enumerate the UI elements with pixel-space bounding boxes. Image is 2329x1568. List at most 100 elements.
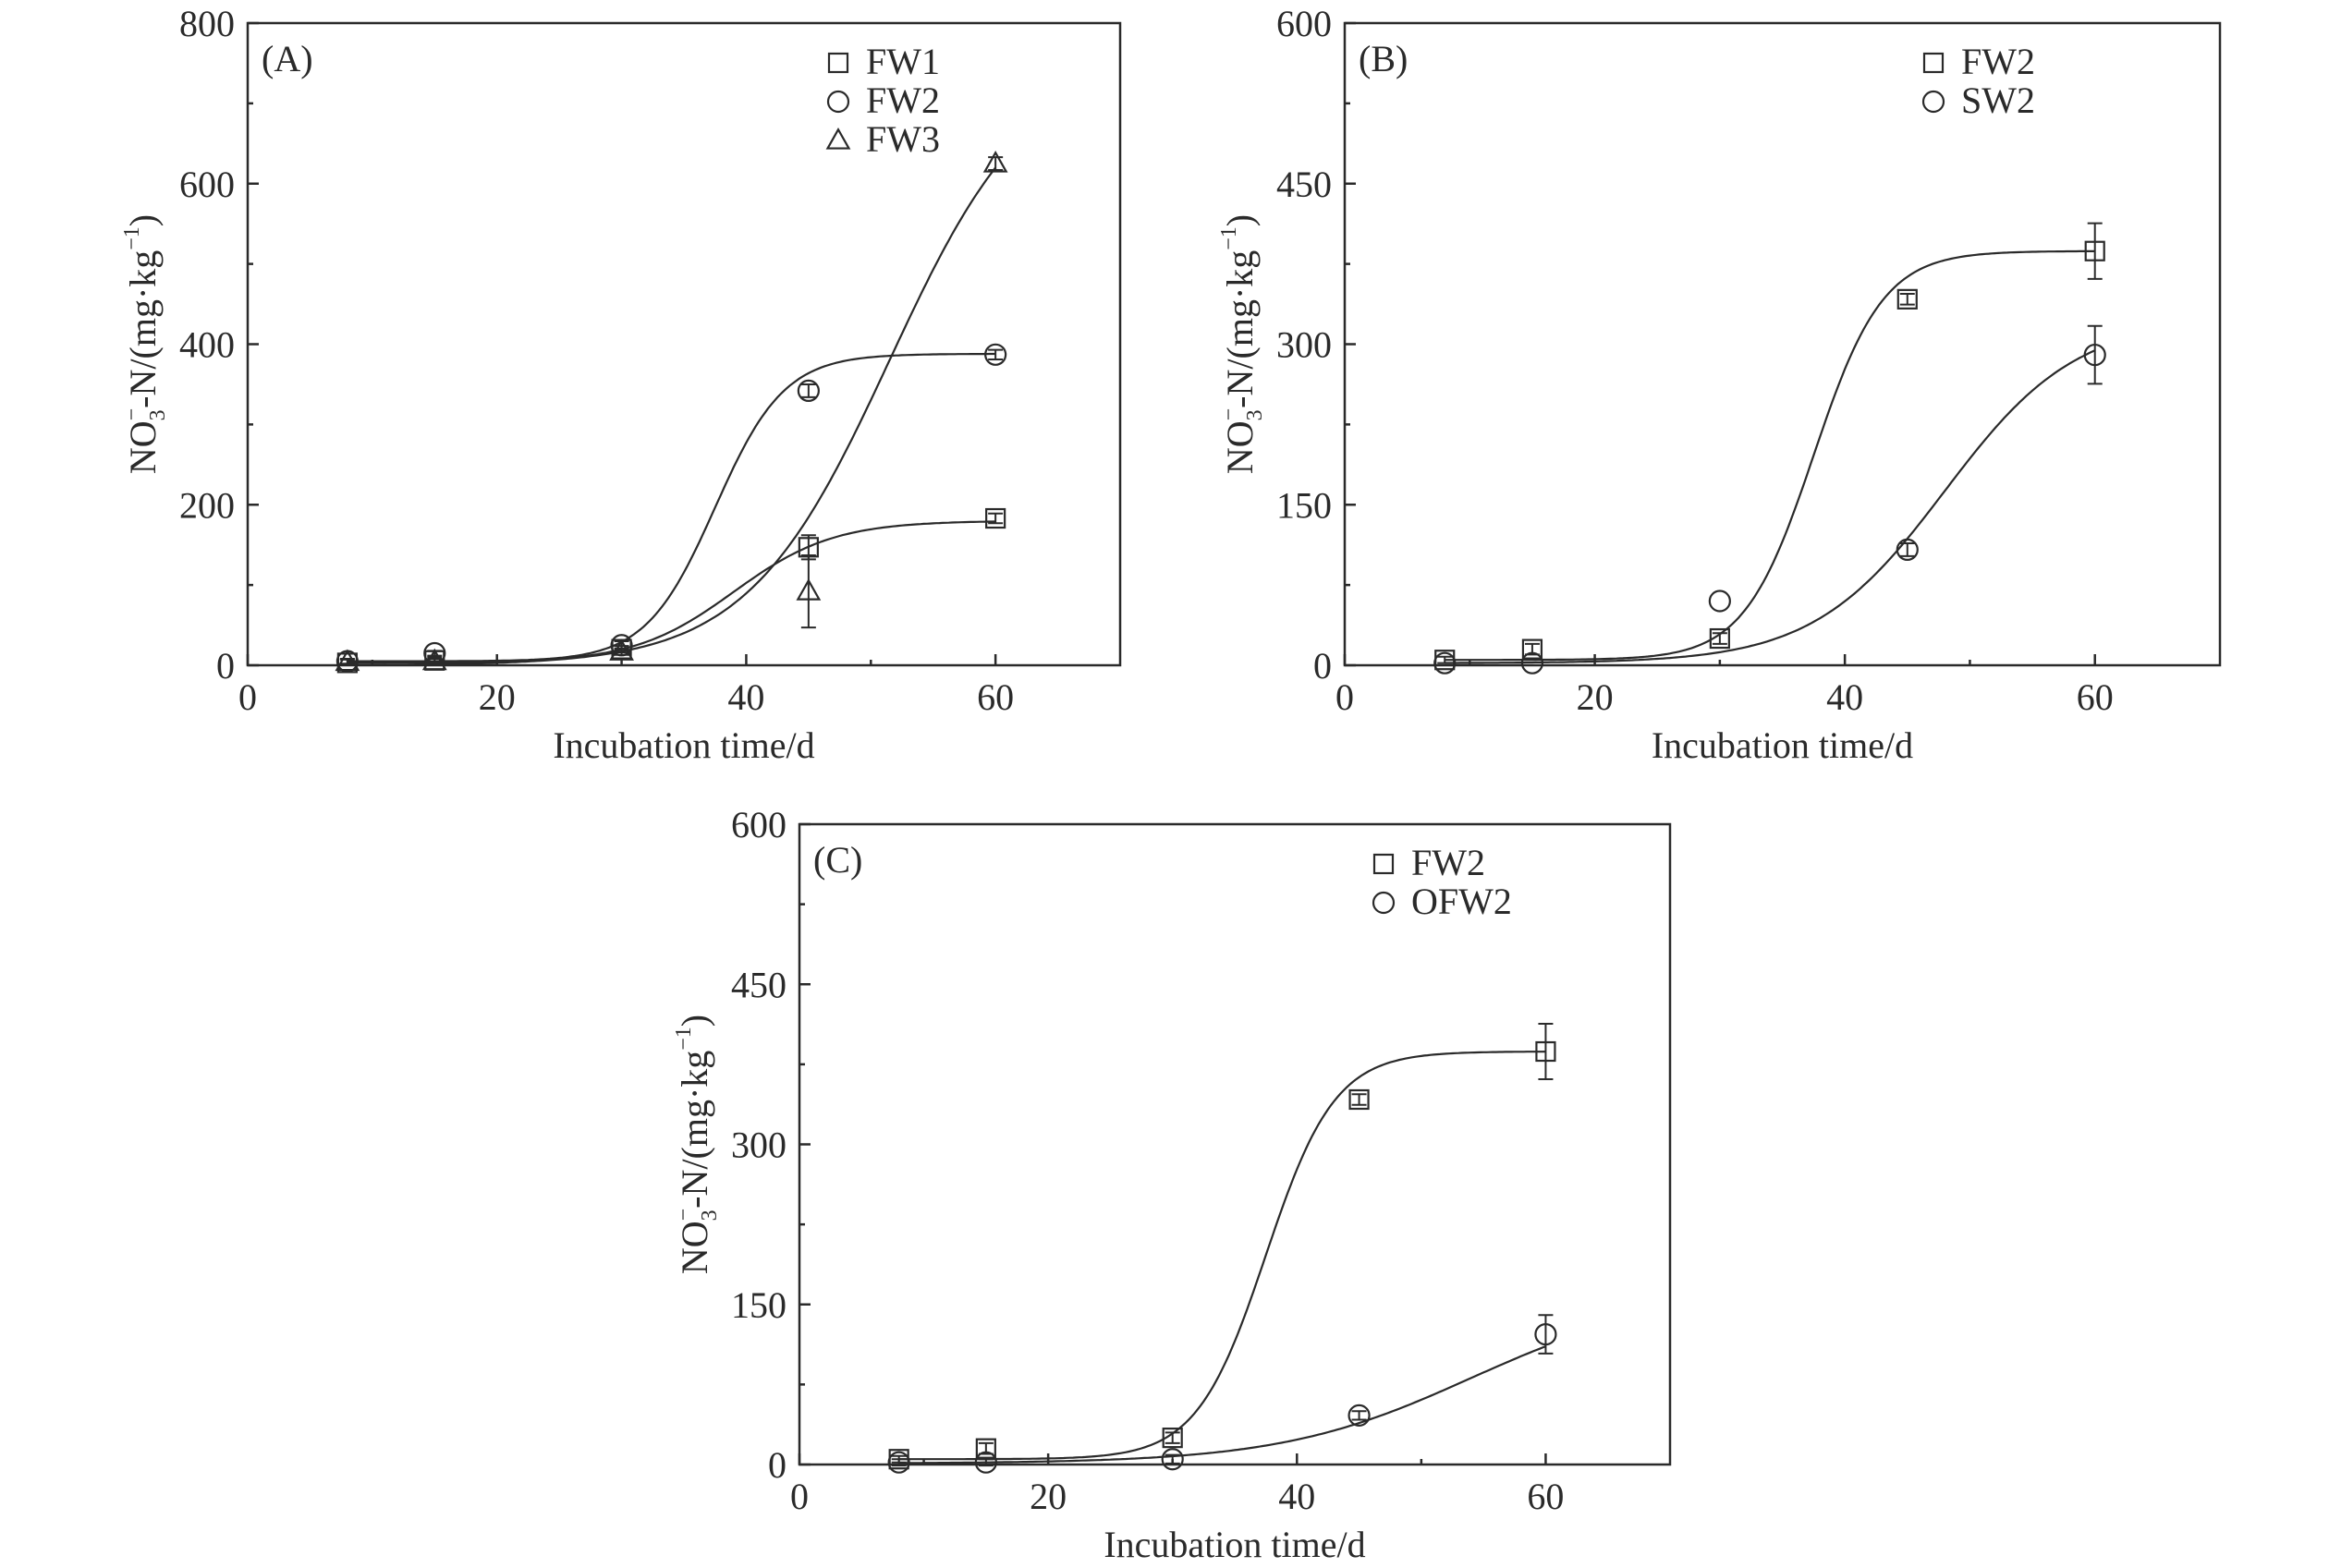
series-FW2: FW2	[1434, 41, 2105, 671]
legend-marker	[1372, 853, 1395, 875]
data-point	[2084, 240, 2105, 261]
y-tick-label: 150	[1276, 484, 1332, 526]
data-point	[887, 1451, 910, 1474]
data-point	[1433, 651, 1457, 675]
data-point	[421, 648, 447, 671]
series-FW2: FW2	[335, 79, 1007, 673]
series-FW2: FW2	[888, 842, 1556, 1470]
data-point	[985, 507, 1006, 529]
data-point	[982, 151, 1008, 173]
x-tick-label: 0	[790, 1476, 809, 1517]
y-tick-label: 800	[179, 3, 235, 44]
legend-marker	[1922, 52, 1945, 74]
data-point	[335, 649, 360, 672]
fit-curve	[898, 1345, 1546, 1465]
data-point	[2083, 343, 2106, 367]
data-point	[1896, 288, 1918, 310]
series-SW2: SW2	[1433, 79, 2106, 675]
y-tick-label: 450	[731, 964, 786, 1005]
x-axis-title: Incubation time/d	[1652, 724, 1913, 766]
plot-frame	[1343, 21, 2222, 667]
y-tick-label: 300	[1276, 324, 1332, 366]
y-tick-label: 600	[179, 164, 235, 205]
legend-label: SW2	[1961, 79, 2035, 121]
legend-label: FW1	[866, 41, 940, 82]
data-point	[609, 638, 634, 661]
data-point	[1896, 538, 1919, 562]
y-title-part: NO	[1219, 420, 1261, 474]
x-tick-label: 60	[1527, 1476, 1564, 1517]
data-point	[797, 379, 820, 402]
fit-curve	[347, 520, 996, 664]
data-point	[1708, 590, 1731, 613]
panel-label: (C)	[813, 839, 862, 881]
y-title-superscript: −	[120, 408, 144, 421]
data-point	[796, 578, 822, 601]
x-tick-label: 60	[977, 676, 1014, 718]
fit-curve	[1445, 249, 2095, 662]
y-title-superscript: −1	[672, 1027, 696, 1051]
y-tick-label: 600	[1276, 3, 1332, 44]
x-tick-label: 40	[727, 676, 764, 718]
legend-label: FW3	[866, 118, 940, 160]
data-point	[1709, 627, 1730, 650]
x-axis-title: Incubation time/d	[1104, 1524, 1365, 1565]
legend-marker	[1921, 90, 1945, 114]
data-point	[975, 1438, 996, 1459]
legend-marker	[825, 127, 851, 150]
plot-frame	[246, 21, 1122, 667]
y-title-subscript: 3	[146, 409, 170, 420]
fit-curve	[1445, 349, 2096, 664]
y-axis-title: NO3−-N/(mg·kg−1)	[1217, 214, 1267, 474]
legend-label: FW2	[1961, 41, 2035, 82]
y-title-part: -N/(mg·kg	[674, 1051, 715, 1209]
legend-label: OFW2	[1411, 881, 1512, 922]
data-point	[1535, 1040, 1556, 1063]
data-point	[1348, 1088, 1370, 1111]
x-tick-label: 60	[2077, 676, 2114, 718]
y-axis-title: NO3−-N/(mg·kg−1)	[120, 214, 170, 474]
y-title-superscript: −1	[120, 226, 144, 250]
y-title-part: -N/(mg·kg	[1219, 250, 1261, 408]
y-tick-label: 200	[179, 484, 235, 526]
fit-curve	[347, 166, 996, 666]
y-axis-title: NO3−-N/(mg·kg−1)	[672, 1015, 722, 1274]
legend-marker	[827, 52, 849, 74]
y-title-part: )	[674, 1015, 715, 1027]
legend-label: FW2	[1411, 842, 1485, 883]
y-title-part: NO	[122, 420, 164, 474]
y-tick-label: 600	[731, 804, 786, 845]
x-tick-label: 20	[1577, 676, 1614, 718]
y-title-subscript: 3	[698, 1209, 722, 1221]
x-tick-label: 40	[1826, 676, 1863, 718]
legend-marker	[1372, 891, 1396, 915]
y-tick-label: 300	[731, 1124, 786, 1166]
data-point	[1347, 1404, 1371, 1427]
data-point	[1520, 651, 1544, 675]
y-title-superscript: −	[672, 1209, 696, 1222]
x-tick-label: 0	[238, 676, 257, 718]
data-point	[984, 343, 1007, 366]
y-title-subscript: 3	[1243, 409, 1267, 420]
y-title-part: )	[1219, 214, 1261, 226]
x-tick-label: 0	[1335, 676, 1354, 718]
x-tick-label: 20	[479, 676, 516, 718]
data-point	[1521, 638, 1543, 660]
fit-curve	[898, 1051, 1546, 1461]
y-title-part: )	[122, 214, 164, 226]
y-title-superscript: −1	[1217, 226, 1241, 250]
y-tick-label: 0	[1313, 645, 1332, 687]
y-tick-label: 0	[768, 1444, 786, 1486]
panel-label: (B)	[1359, 38, 1408, 79]
series-FW3: FW3	[335, 118, 1008, 672]
legend-marker	[826, 90, 850, 114]
plot-frame	[798, 822, 1672, 1466]
y-title-superscript: −	[1217, 408, 1241, 421]
fit-curve	[347, 352, 996, 662]
data-point	[1161, 1448, 1184, 1471]
y-tick-label: 400	[179, 324, 235, 366]
